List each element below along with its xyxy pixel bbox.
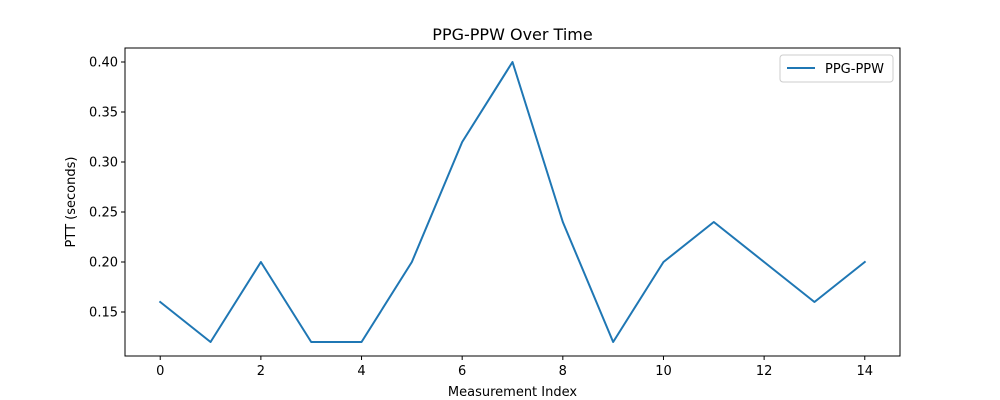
y-tick-label: 0.15 (89, 306, 118, 321)
y-tick-label: 0.30 (89, 156, 118, 171)
legend-label: PPG-PPW (825, 62, 884, 77)
x-tick-label: 4 (357, 364, 365, 379)
y-axis: 0.15 0.20 0.25 0.30 0.35 0.40 (89, 56, 125, 321)
series-layer (158, 61, 867, 343)
chart-title: PPG-PPW Over Time (432, 25, 592, 44)
x-tick-label: 8 (559, 364, 567, 379)
x-axis-label: Measurement Index (448, 385, 577, 400)
x-tick-label: 10 (655, 364, 672, 379)
plot-frame (124, 47, 901, 357)
y-tick-label: 0.35 (89, 106, 118, 121)
x-axis: 0 2 4 6 8 10 12 14 (156, 356, 873, 379)
y-tick-label: 0.25 (89, 206, 118, 221)
y-axis-label: PTT (seconds) (64, 157, 79, 248)
x-tick-label: 12 (756, 364, 773, 379)
y-tick-label: 0.20 (89, 256, 118, 271)
x-tick-label: 0 (156, 364, 164, 379)
legend-box (779, 54, 894, 83)
x-tick-label: 6 (458, 364, 466, 379)
series-line-0 (158, 61, 867, 343)
y-tick-label: 0.40 (89, 56, 118, 71)
x-tick-label: 14 (856, 364, 873, 379)
x-tick-label: 2 (257, 364, 265, 379)
legend: PPG-PPW (779, 54, 894, 83)
